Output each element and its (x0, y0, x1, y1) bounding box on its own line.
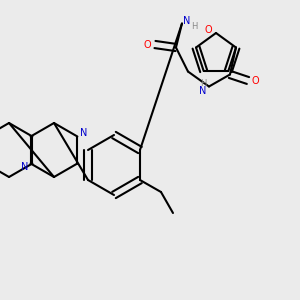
Text: O: O (144, 40, 151, 50)
Text: H: H (191, 22, 197, 31)
Text: H: H (200, 79, 206, 88)
Text: O: O (205, 25, 212, 35)
Text: N: N (199, 86, 207, 96)
Text: N: N (183, 16, 190, 26)
Text: N: N (21, 161, 28, 172)
Text: O: O (252, 76, 259, 85)
Text: N: N (80, 128, 87, 139)
